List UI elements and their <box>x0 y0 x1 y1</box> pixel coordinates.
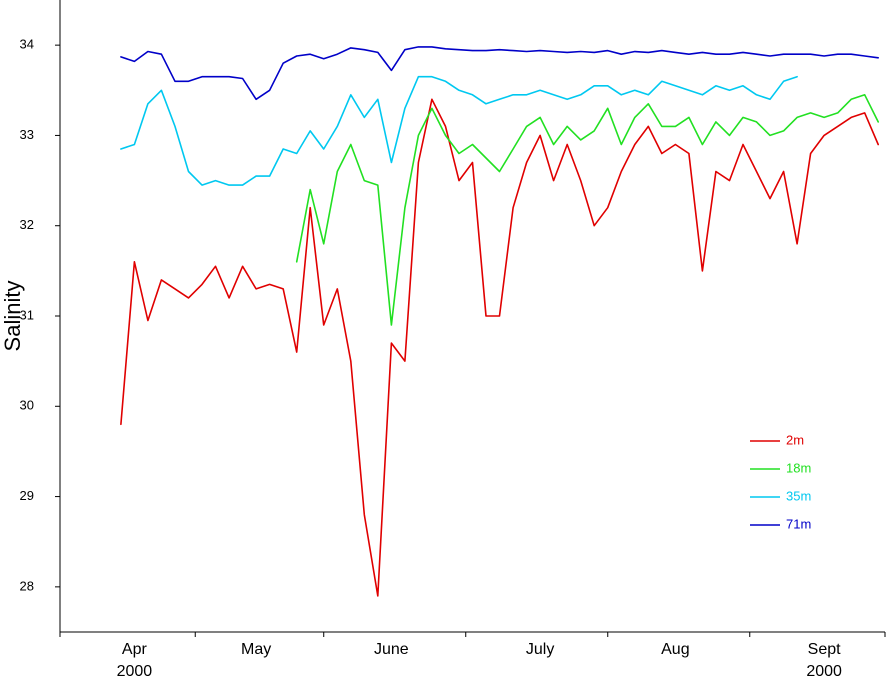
x-tick-label: June <box>374 641 409 658</box>
legend-label: 2m <box>786 432 804 447</box>
x-tick-label: July <box>526 641 554 658</box>
y-tick-label: 29 <box>20 488 34 503</box>
x-tick-label: May <box>241 641 271 658</box>
y-tick-label: 33 <box>20 127 34 142</box>
x-tick-label: Aug <box>661 641 689 658</box>
series-line <box>120 46 879 101</box>
y-axis-label: Salinity <box>0 281 25 352</box>
series-line <box>295 94 879 326</box>
x-year-label: 2000 <box>117 663 153 678</box>
y-tick-label: 30 <box>20 398 34 413</box>
x-tick-label: Sept <box>808 641 841 658</box>
y-tick-label: 34 <box>20 37 34 52</box>
legend-label: 18m <box>786 460 811 475</box>
series-line <box>120 75 798 186</box>
y-tick-label: 28 <box>20 578 34 593</box>
x-tick-label: Apr <box>122 641 148 658</box>
x-year-label: 2000 <box>806 663 842 678</box>
y-tick-label: 31 <box>20 307 34 322</box>
series-line <box>120 98 879 597</box>
legend-label: 71m <box>786 516 811 531</box>
y-tick-label: 32 <box>20 217 34 232</box>
legend-label: 35m <box>786 488 811 503</box>
